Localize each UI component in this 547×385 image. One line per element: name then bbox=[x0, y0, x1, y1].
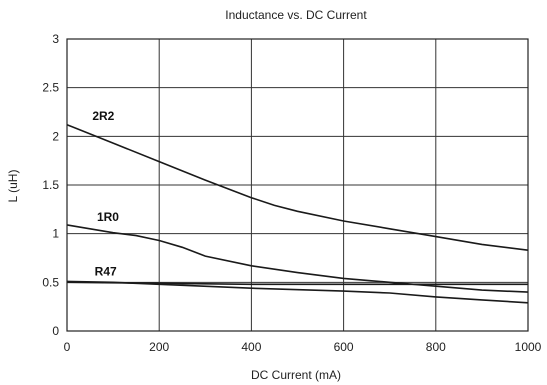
x-tick-label: 400 bbox=[241, 340, 261, 354]
series-label-r47: R47 bbox=[95, 265, 117, 279]
tick-label-layer: 0 200 400 600 800 1000 0 0.5 1 1.5 2 2.5 3 bbox=[42, 32, 541, 354]
series-line-2r2 bbox=[66, 123, 529, 251]
chart-title: Inductance vs. DC Current bbox=[225, 8, 367, 22]
y-tick-label: 2.5 bbox=[42, 81, 59, 95]
series-layer bbox=[66, 123, 529, 304]
x-axis-title: DC Current (mA) bbox=[251, 368, 341, 382]
x-tick-label: 800 bbox=[426, 340, 446, 354]
series-line-r47 bbox=[66, 281, 528, 286]
x-tick-label: 1000 bbox=[515, 340, 542, 354]
y-tick-label: 3 bbox=[52, 32, 59, 46]
x-tick-label: 200 bbox=[149, 340, 169, 354]
series-line-1r0 bbox=[66, 224, 529, 293]
y-tick-label: 1.5 bbox=[42, 178, 59, 192]
y-tick-label: 0.5 bbox=[42, 275, 59, 289]
plot-frame bbox=[66, 38, 529, 332]
x-tick-label: 600 bbox=[334, 340, 354, 354]
series-label-1r0: 1R0 bbox=[97, 210, 119, 224]
y-tick-label: 2 bbox=[52, 129, 59, 143]
grid-layer bbox=[67, 39, 528, 331]
series-label-layer: 2R2 1R0 R47 bbox=[92, 109, 119, 279]
series-line-unlabeled-3 bbox=[66, 280, 529, 304]
y-axis-title: L (uH) bbox=[6, 170, 20, 203]
plot-frame-layer bbox=[66, 38, 529, 332]
x-tick-label: 0 bbox=[64, 340, 71, 354]
y-tick-label: 0 bbox=[52, 324, 59, 338]
series-label-2r2: 2R2 bbox=[92, 109, 114, 123]
y-tick-label: 1 bbox=[52, 227, 59, 241]
